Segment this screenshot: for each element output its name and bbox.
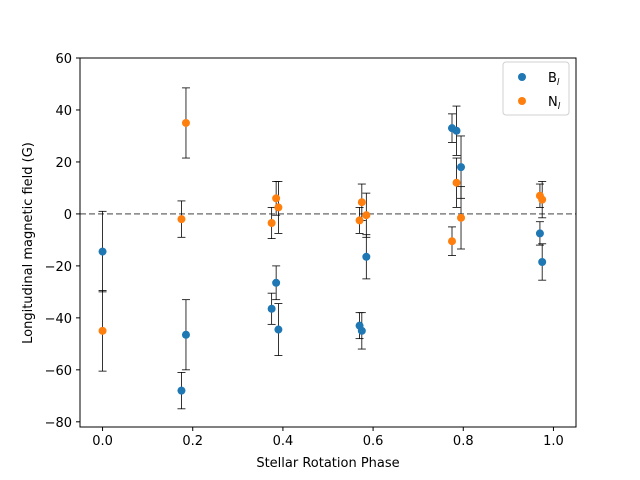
data-point-b (181, 330, 190, 339)
y-tick-label: −40 (45, 312, 72, 327)
data-point-b (457, 163, 466, 172)
data-point-n (362, 211, 371, 220)
y-tick-label: −80 (45, 416, 72, 431)
y-tick-label: −60 (45, 364, 72, 379)
data-point-n (274, 203, 283, 212)
data-point-n (357, 198, 366, 207)
data-point-n (177, 215, 186, 224)
data-point-b (538, 257, 547, 266)
x-tick-label: 1.0 (543, 434, 564, 449)
data-point-n (448, 237, 456, 246)
data-point-n (267, 219, 276, 228)
data-point-b (274, 325, 283, 334)
x-axis-label: Stellar Rotation Phase (256, 456, 399, 471)
legend-label-n: Nl (548, 95, 561, 112)
x-tick-label: 0.8 (453, 434, 474, 449)
legend: Bl Nl (502, 61, 570, 116)
data-point-b (272, 278, 281, 287)
data-point-b (98, 247, 107, 256)
y-axis-label: Longitudinal magnetic field (G) (21, 142, 36, 344)
y-tick-label: 40 (55, 104, 72, 119)
y-tick-label: −20 (45, 260, 72, 275)
y-tick-label: 20 (55, 156, 72, 171)
x-tick-label: 0.2 (182, 434, 203, 449)
data-point-b (357, 326, 366, 335)
y-tick-label: 0 (64, 208, 72, 223)
data-point-b (177, 386, 186, 395)
y-tick-label: 60 (55, 52, 72, 67)
legend-label-b: Bl (548, 71, 560, 88)
legend-marker-b (518, 73, 526, 81)
plot-background (80, 58, 576, 427)
legend-marker-n (518, 97, 526, 105)
data-point-b (452, 126, 461, 135)
data-point-b (267, 304, 276, 313)
x-tick-label: 0.4 (273, 434, 294, 449)
x-tick-label: 0.6 (363, 434, 384, 449)
ticks-layer: 0.0 0.2 0.4 0.6 0.8 1.0 −80 −60 −40 −20 0 20 40 60 (45, 52, 564, 449)
data-point-n (181, 118, 190, 127)
data-point-n (457, 213, 466, 222)
data-point-n (355, 216, 364, 225)
data-point-b (362, 252, 371, 261)
x-tick-label: 0.0 (92, 434, 113, 449)
data-point-n (452, 178, 461, 187)
data-point-n (272, 194, 281, 203)
axes-frame (79, 57, 577, 428)
data-point-n (98, 326, 107, 335)
data-point-n (538, 195, 547, 204)
data-layer (80, 87, 576, 410)
data-point-b (535, 229, 544, 238)
plot-area (80, 58, 576, 427)
